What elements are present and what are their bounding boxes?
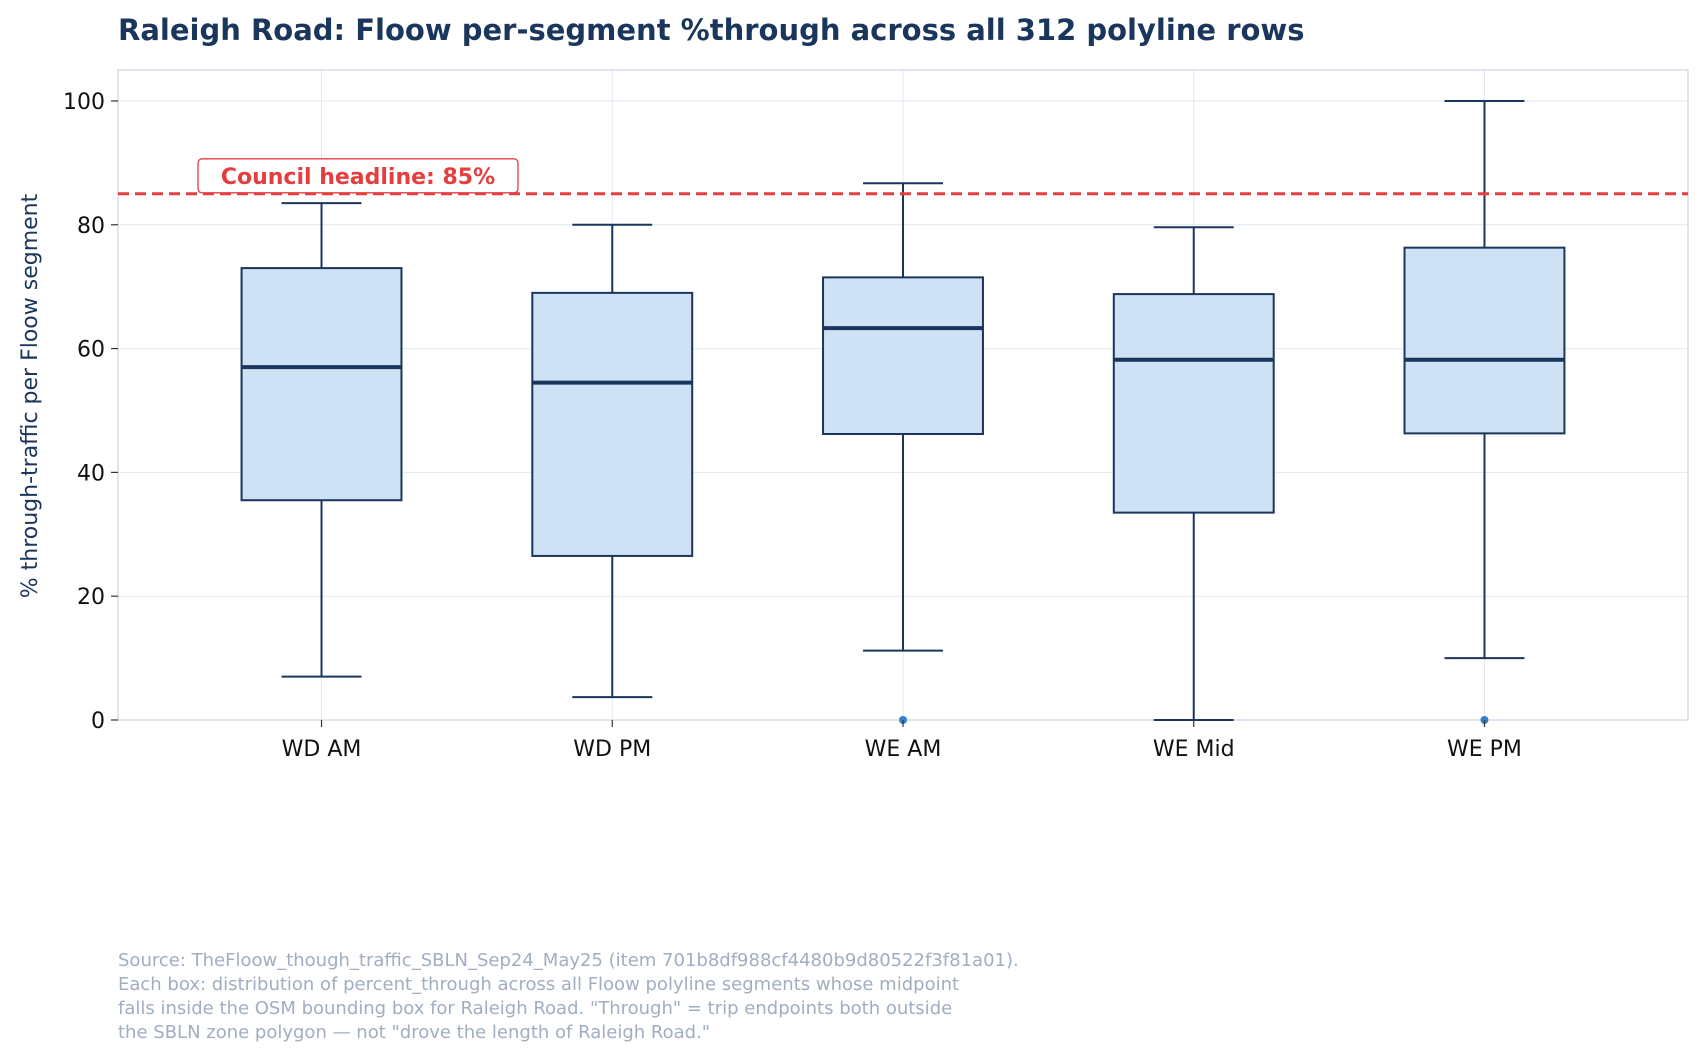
y-tick-label: 80	[77, 214, 105, 239]
y-axis-label: % through-traffic per Floow segment	[18, 193, 43, 598]
box-we-pm	[1403, 99, 1566, 724]
box-wd-pm	[531, 223, 694, 699]
iqr-box	[240, 267, 403, 502]
source-line: the SBLN zone polygon — not "drove the l…	[118, 1022, 710, 1043]
reference-label: Council headline: 85%	[221, 165, 495, 190]
box-we-am	[822, 182, 984, 724]
y-axis: 0 20 40 60 80 100	[63, 90, 118, 734]
y-tick-label: 20	[77, 585, 105, 610]
y-tick-label: 60	[77, 338, 105, 363]
x-tick-label: WE Mid	[1153, 737, 1235, 762]
iqr-box	[1403, 246, 1566, 435]
iqr-box	[822, 276, 984, 435]
chart-title: Raleigh Road: Floow per-segment %through…	[118, 13, 1304, 47]
source-line: falls inside the OSM bounding box for Ra…	[118, 998, 952, 1019]
y-tick-label: 40	[77, 461, 105, 486]
box-we-mid	[1112, 226, 1275, 721]
source-line: Each box: distribution of percent_throug…	[118, 974, 959, 995]
x-axis: WD AM WD PM WE AM WE Mid WE PM	[282, 720, 1522, 762]
iqr-box	[1112, 293, 1275, 514]
reference-line-group: Council headline: 85%	[118, 158, 1688, 196]
source-note: Source: TheFloow_though_traffic_SBLN_Sep…	[118, 950, 1019, 1043]
iqr-box	[531, 291, 694, 557]
x-tick-label: WE PM	[1447, 737, 1522, 762]
x-tick-label: WD PM	[573, 737, 651, 762]
x-tick-label: WD AM	[282, 737, 362, 762]
y-tick-label: 0	[91, 709, 105, 734]
source-line: Source: TheFloow_though_traffic_SBLN_Sep…	[118, 950, 1019, 971]
box-wd-am	[240, 202, 403, 678]
reference-label-box	[197, 158, 519, 194]
x-tick-label: WE AM	[865, 737, 942, 762]
y-tick-label: 100	[63, 90, 105, 115]
box-series	[240, 99, 1566, 724]
